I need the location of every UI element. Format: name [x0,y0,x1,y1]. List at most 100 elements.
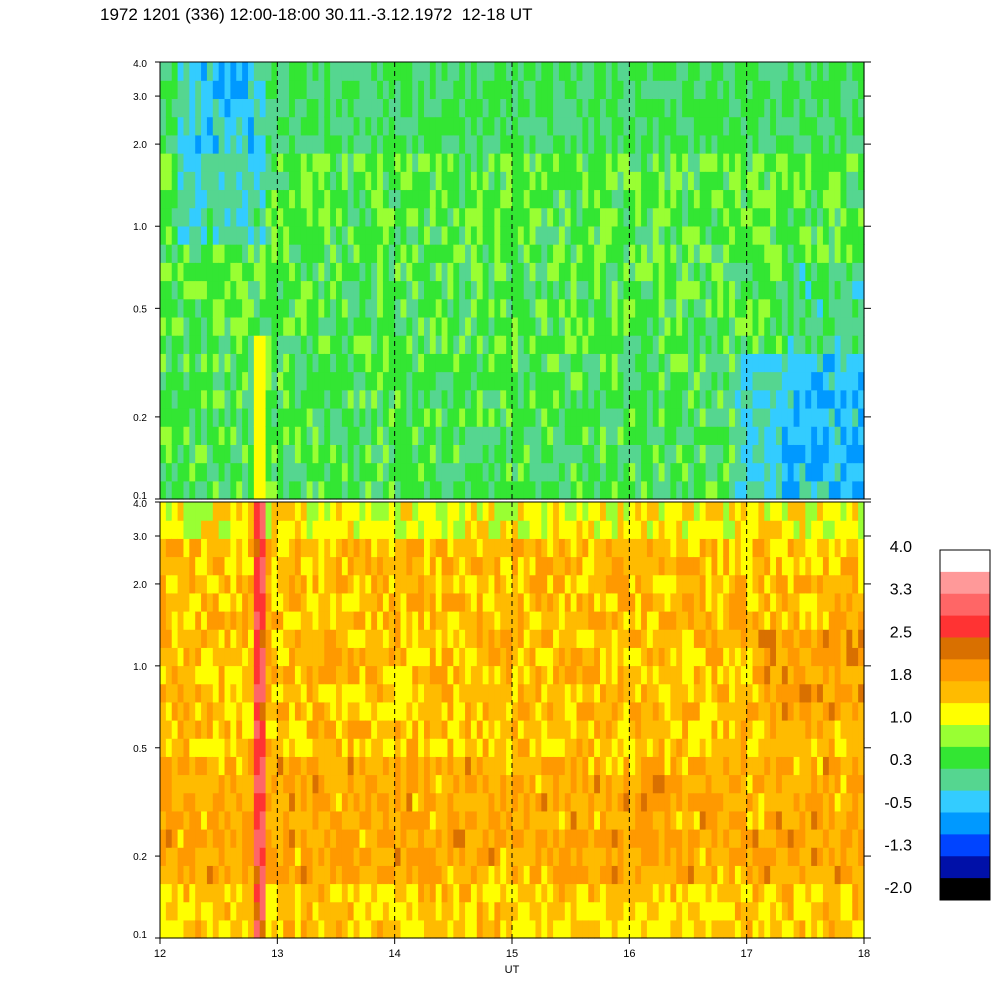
heatmap-cell [570,280,578,300]
heatmap-cell [271,574,278,594]
heatmap-cell [752,298,759,318]
heatmap-cell [306,665,314,685]
heatmap-cell [776,444,783,464]
heatmap-cell [541,116,548,136]
heatmap-cell [306,701,314,721]
heatmap-cell [564,792,572,812]
heatmap-cell [447,738,454,757]
heatmap-cell [377,244,384,263]
heatmap-cell [717,62,724,81]
heatmap-cell [324,62,331,81]
heatmap-cell [341,371,349,391]
heatmap-cell [535,847,542,866]
heatmap-cell [570,683,578,703]
heatmap-cell [312,847,319,866]
heatmap-cell [658,225,666,245]
heatmap-cell [248,883,255,903]
heatmap-cell [201,480,208,500]
heatmap-cell [617,611,625,630]
heatmap-cell [623,865,630,885]
heatmap-cell [805,426,812,445]
heatmap-cell [576,80,583,100]
heatmap-cell [294,919,302,939]
heatmap-cell [177,520,185,539]
heatmap-cell [600,574,607,594]
heatmap-cell [688,207,695,227]
heatmap-cell [242,171,249,191]
heatmap-cell [858,389,865,409]
heatmap-cell [230,556,237,576]
heatmap-cell [294,810,302,830]
heatmap-cell [424,426,431,445]
heatmap-cell [195,665,202,685]
heatmap-cell [787,371,795,391]
heatmap-cell [201,171,208,191]
heatmap-cell [553,335,560,354]
heatmap-cell [394,901,402,921]
heatmap-cell [558,792,566,812]
heatmap-cell [482,80,490,100]
heatmap-cell [547,720,554,739]
heatmap-cell [283,480,290,500]
heatmap-cell [646,153,654,172]
heatmap-cell [195,480,202,500]
heatmap-cell [271,520,278,539]
heatmap-cell [236,244,243,263]
heatmap-cell [635,883,642,903]
heatmap-cell [253,262,261,282]
heatmap-cell [541,480,548,500]
heatmap-cell [494,189,501,209]
heatmap-cell [482,153,490,172]
heatmap-cell [488,774,495,794]
heatmap-cell [553,280,560,300]
heatmap-cell [588,262,595,282]
heatmap-cell [406,444,413,464]
heatmap-cell [594,298,601,318]
heatmap-cell [711,371,718,391]
heatmap-cell [318,683,325,703]
heatmap-cell [248,792,255,812]
heatmap-cell [465,62,472,81]
heatmap-cell [371,262,378,282]
heatmap-cell [617,316,625,336]
heatmap-cell [289,98,296,118]
heatmap-cell [371,556,378,576]
heatmap-cell [318,426,325,445]
heatmap-cell [294,774,302,794]
heatmap-cell [676,298,683,318]
heatmap-cell [341,116,349,136]
heatmap-cell [459,225,466,245]
heatmap-cell [441,883,449,903]
heatmap-cell [482,444,490,464]
heatmap-cell [165,738,173,757]
heatmap-cell [441,444,449,464]
heatmap-cell [629,720,636,739]
heatmap-cell [283,407,290,427]
heatmap-cell [558,426,566,445]
heatmap-cell [470,829,478,848]
heatmap-cell [558,225,566,245]
heatmap-cell [858,371,865,391]
heatmap-cell [758,262,765,282]
heatmap-cell [658,80,666,100]
y-tick-label: 0.2 [133,413,147,424]
heatmap-cell [277,701,284,721]
heatmap-cell [212,316,220,336]
heatmap-cell [160,629,167,648]
heatmap-cell [453,701,460,721]
heatmap-cell [406,792,413,812]
heatmap-cell [324,629,331,648]
heatmap-cell [242,538,249,558]
heatmap-cell [811,426,818,445]
heatmap-cell [447,480,454,500]
heatmap-cell [177,62,185,81]
heatmap-cell [394,62,402,81]
heatmap-cell [852,225,859,245]
heatmap-cell [160,738,167,757]
heatmap-cell [312,520,319,539]
heatmap-cell [206,520,214,539]
heatmap-cell [224,80,231,100]
heatmap-cell [553,738,560,757]
heatmap-cell [576,480,583,500]
heatmap-cell [752,244,759,263]
